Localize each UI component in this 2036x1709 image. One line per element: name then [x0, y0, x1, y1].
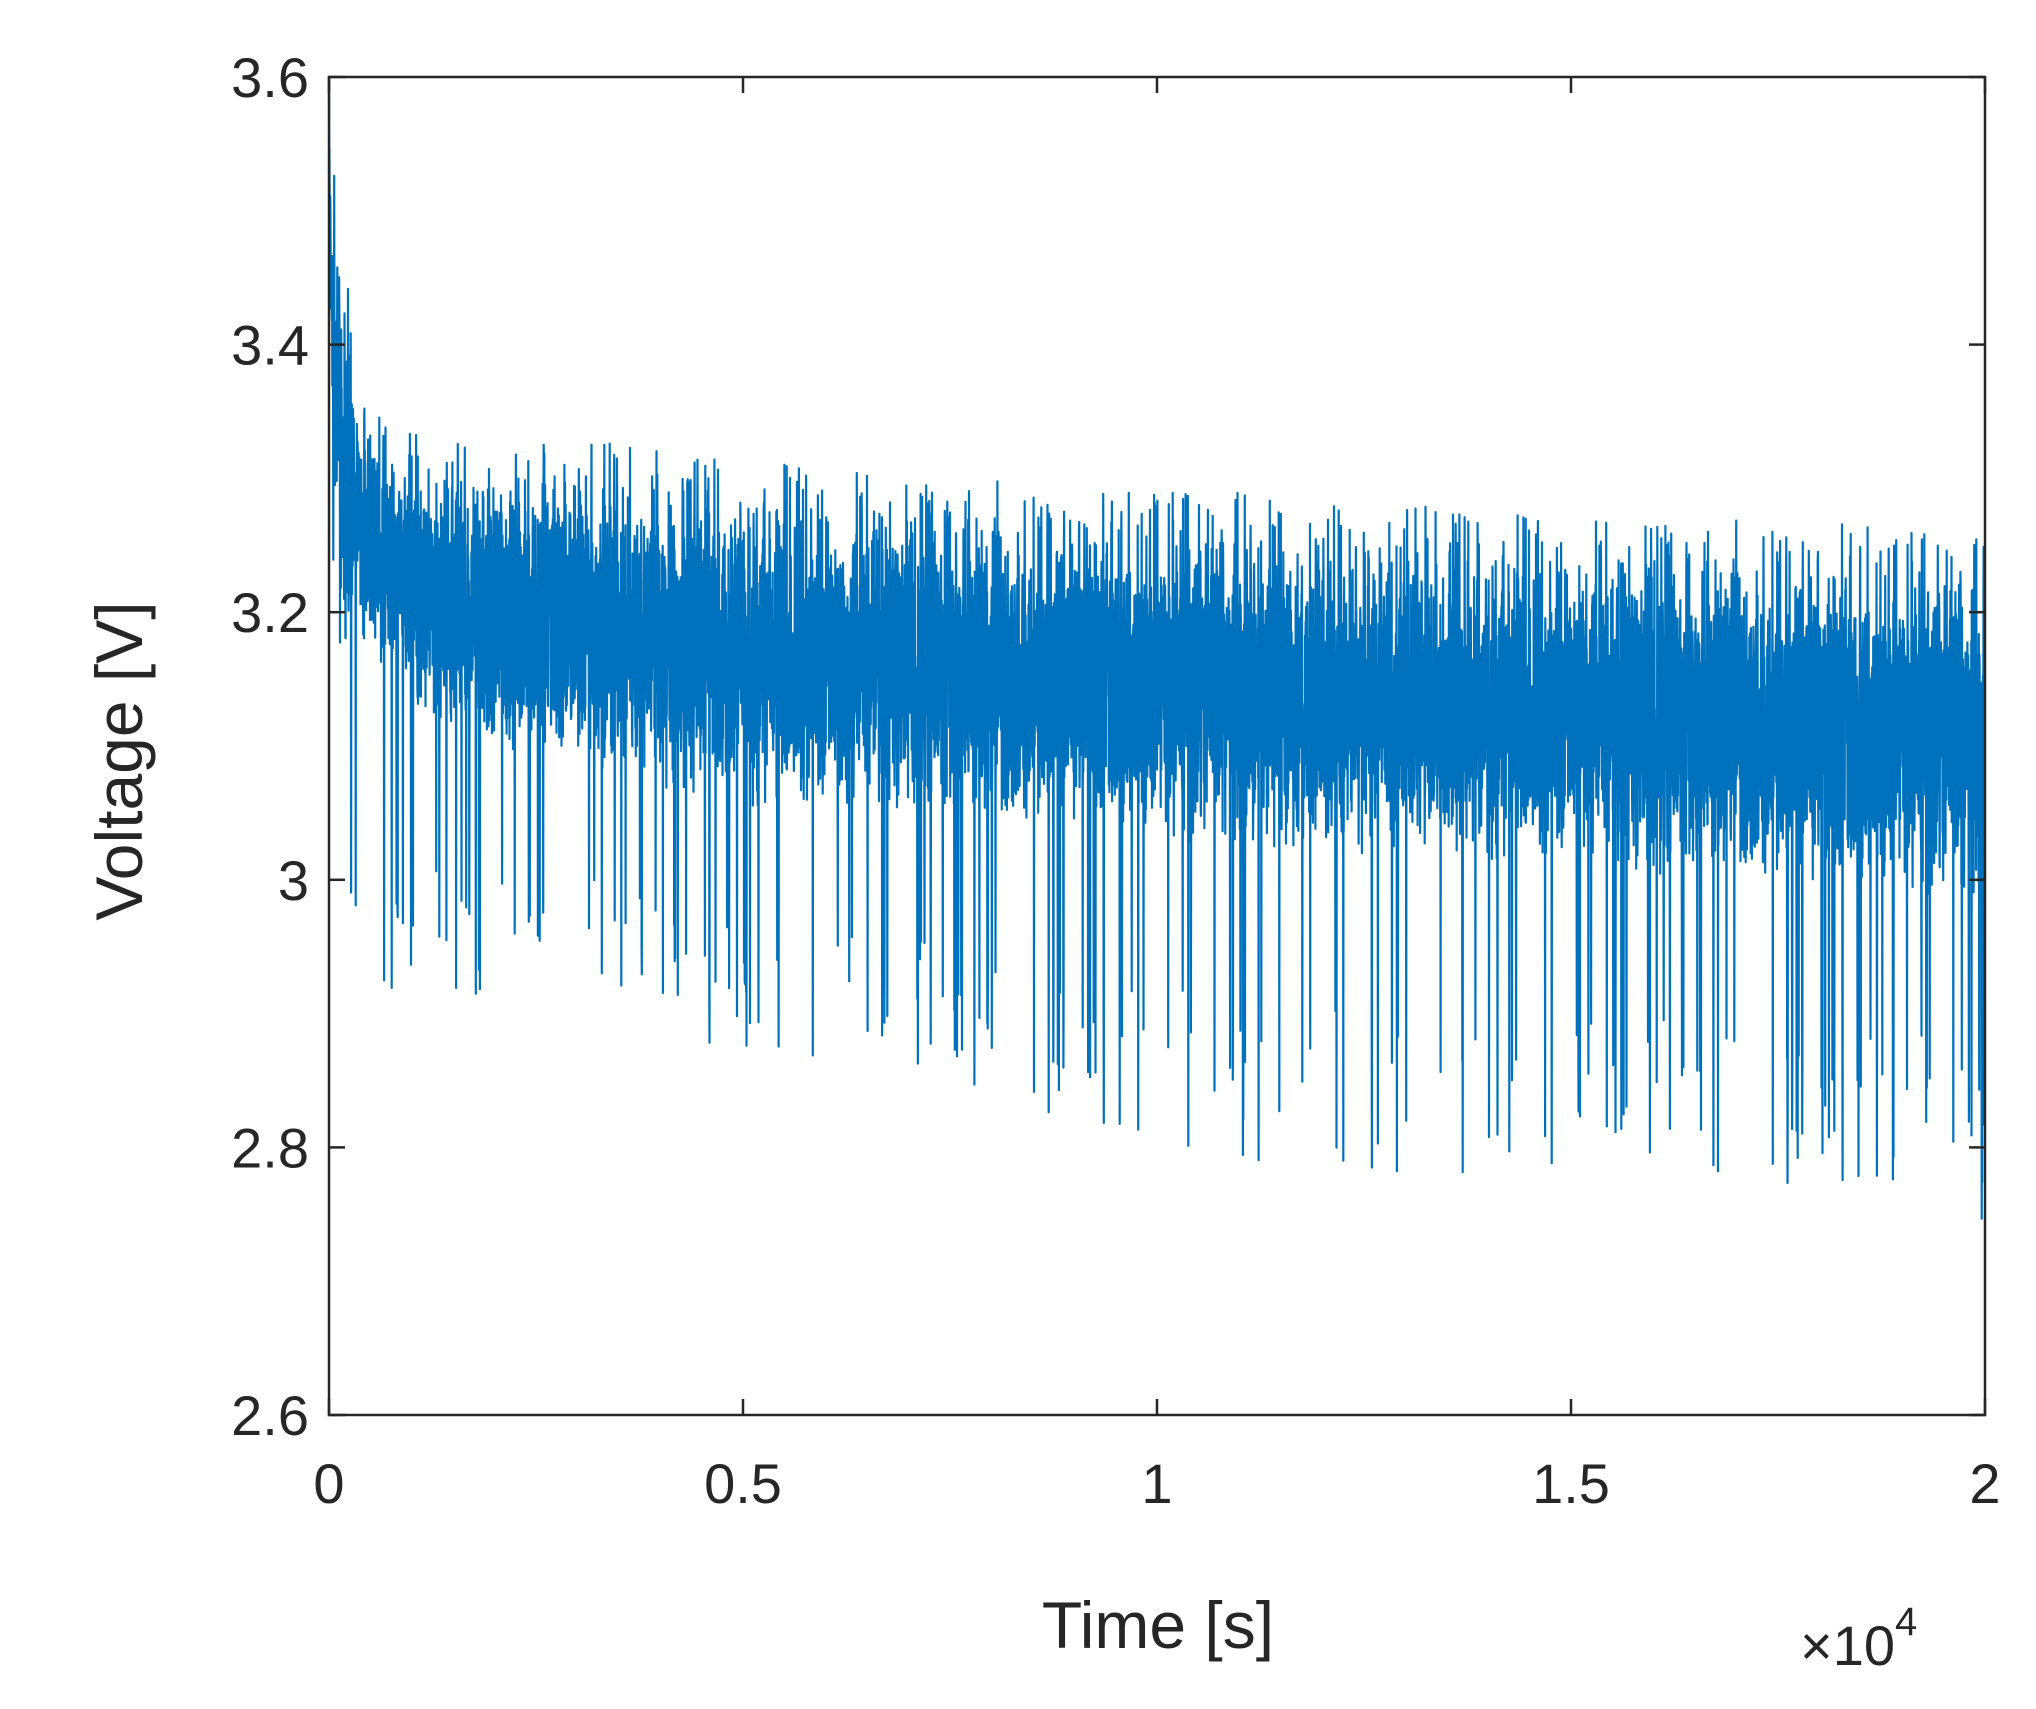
series-line-voltage: [327, 76, 1987, 1220]
x-tick-label-1: 0.5: [704, 1452, 782, 1515]
x-tick-label-4: 2: [1969, 1452, 2000, 1515]
x-exponent-label: ×104: [1800, 1600, 1917, 1677]
x-exponent-power: 4: [1895, 1600, 1917, 1644]
y-tick-label-5: 3.6: [231, 46, 309, 109]
y-tick-label-2: 3: [278, 849, 309, 912]
y-axis-title: Voltage [V]: [82, 601, 156, 920]
x-tick-label-3: 1.5: [1532, 1452, 1610, 1515]
y-tick-label-3: 3.2: [231, 581, 309, 644]
y-tick-label-4: 3.4: [231, 314, 309, 377]
x-axis-title: Time [s]: [1042, 1588, 1274, 1662]
x-exponent-base: ×10: [1800, 1614, 1895, 1677]
y-tick-label-0: 2.6: [231, 1384, 309, 1447]
plot-layer: [327, 76, 1987, 1220]
axes-layer: 0 0.5 1 1.5 2 2.6 2.8 3 3.2 3.4 3.6: [231, 46, 2000, 1515]
x-tick-label-0: 0: [313, 1452, 344, 1515]
y-tick-label-1: 2.8: [231, 1116, 309, 1179]
x-tick-label-2: 1: [1141, 1452, 1172, 1515]
